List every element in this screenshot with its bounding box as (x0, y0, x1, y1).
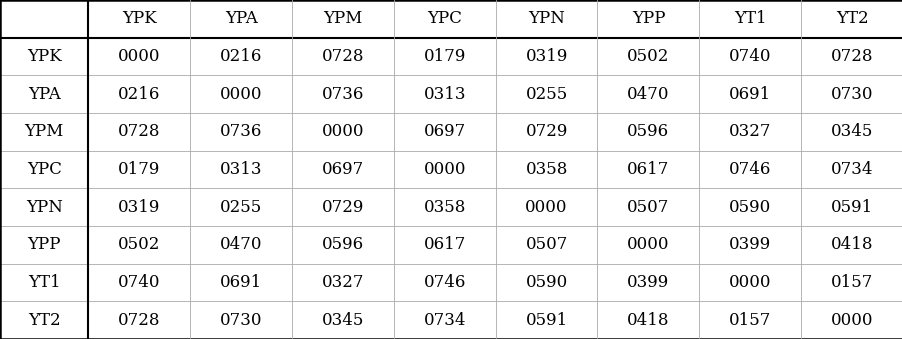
Text: YPA: YPA (225, 10, 257, 27)
Text: YPP: YPP (27, 236, 60, 253)
Text: 0736: 0736 (219, 123, 262, 140)
Text: 0728: 0728 (118, 312, 161, 329)
Text: 0157: 0157 (830, 274, 872, 291)
Text: 0358: 0358 (525, 161, 567, 178)
Text: YT2: YT2 (28, 312, 60, 329)
Text: 0255: 0255 (220, 199, 262, 216)
Text: 0617: 0617 (423, 236, 465, 253)
Text: YPA: YPA (28, 86, 60, 103)
Text: 0157: 0157 (728, 312, 770, 329)
Text: YT1: YT1 (28, 274, 60, 291)
Text: 0319: 0319 (118, 199, 161, 216)
Text: 0697: 0697 (321, 161, 364, 178)
Text: 0697: 0697 (423, 123, 465, 140)
Text: 0179: 0179 (118, 161, 161, 178)
Text: 0000: 0000 (423, 161, 465, 178)
Text: 0345: 0345 (321, 312, 364, 329)
Text: YPM: YPM (323, 10, 363, 27)
Text: 0418: 0418 (830, 236, 872, 253)
Text: 0470: 0470 (219, 236, 262, 253)
Text: YT1: YT1 (733, 10, 766, 27)
Text: 0345: 0345 (830, 123, 872, 140)
Text: YPM: YPM (24, 123, 64, 140)
Text: YPC: YPC (27, 161, 61, 178)
Text: 0736: 0736 (321, 86, 364, 103)
Text: 0327: 0327 (321, 274, 364, 291)
Text: YPP: YPP (631, 10, 665, 27)
Text: 0000: 0000 (627, 236, 669, 253)
Text: 0179: 0179 (423, 48, 465, 65)
Text: 0740: 0740 (728, 48, 770, 65)
Text: 0729: 0729 (525, 123, 567, 140)
Text: 0691: 0691 (728, 86, 770, 103)
Text: 0418: 0418 (627, 312, 669, 329)
Text: 0746: 0746 (728, 161, 770, 178)
Text: 0000: 0000 (321, 123, 364, 140)
Text: 0734: 0734 (423, 312, 465, 329)
Text: 0590: 0590 (525, 274, 567, 291)
Text: 0502: 0502 (118, 236, 161, 253)
Text: YPK: YPK (122, 10, 156, 27)
Text: YPK: YPK (27, 48, 61, 65)
Text: 0728: 0728 (830, 48, 872, 65)
Text: 0000: 0000 (830, 312, 872, 329)
Text: 0470: 0470 (627, 86, 669, 103)
Text: 0502: 0502 (627, 48, 669, 65)
Text: 0216: 0216 (219, 48, 262, 65)
Text: 0728: 0728 (118, 123, 161, 140)
Text: 0729: 0729 (321, 199, 364, 216)
Text: 0313: 0313 (219, 161, 262, 178)
Text: 0596: 0596 (627, 123, 668, 140)
Text: 0590: 0590 (728, 199, 770, 216)
Text: 0507: 0507 (627, 199, 669, 216)
Text: 0591: 0591 (525, 312, 567, 329)
Text: 0000: 0000 (728, 274, 770, 291)
Text: 0591: 0591 (830, 199, 872, 216)
Text: 0000: 0000 (525, 199, 567, 216)
Text: 0734: 0734 (830, 161, 872, 178)
Text: 0000: 0000 (118, 48, 161, 65)
Text: 0319: 0319 (525, 48, 567, 65)
Text: 0399: 0399 (728, 236, 770, 253)
Text: 0507: 0507 (525, 236, 567, 253)
Text: 0691: 0691 (220, 274, 262, 291)
Text: 0730: 0730 (219, 312, 262, 329)
Text: 0255: 0255 (525, 86, 567, 103)
Text: 0596: 0596 (321, 236, 364, 253)
Text: YPC: YPC (427, 10, 462, 27)
Text: YPN: YPN (528, 10, 565, 27)
Text: 0746: 0746 (423, 274, 465, 291)
Text: 0358: 0358 (423, 199, 465, 216)
Text: 0313: 0313 (423, 86, 465, 103)
Text: 0216: 0216 (118, 86, 161, 103)
Text: 0000: 0000 (219, 86, 262, 103)
Text: 0617: 0617 (627, 161, 669, 178)
Text: 0327: 0327 (728, 123, 770, 140)
Text: 0740: 0740 (118, 274, 161, 291)
Text: 0730: 0730 (830, 86, 872, 103)
Text: 0399: 0399 (627, 274, 668, 291)
Text: YPN: YPN (25, 199, 62, 216)
Text: YT2: YT2 (835, 10, 868, 27)
Text: 0728: 0728 (321, 48, 364, 65)
